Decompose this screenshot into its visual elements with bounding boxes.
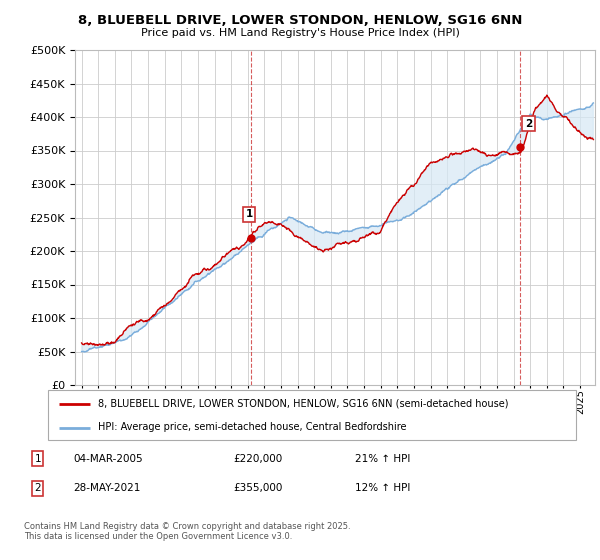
- Text: 1: 1: [245, 209, 253, 219]
- Text: Price paid vs. HM Land Registry's House Price Index (HPI): Price paid vs. HM Land Registry's House …: [140, 28, 460, 38]
- Text: 8, BLUEBELL DRIVE, LOWER STONDON, HENLOW, SG16 6NN (semi-detached house): 8, BLUEBELL DRIVE, LOWER STONDON, HENLOW…: [98, 399, 509, 408]
- Text: 2: 2: [525, 119, 532, 129]
- Text: 8, BLUEBELL DRIVE, LOWER STONDON, HENLOW, SG16 6NN: 8, BLUEBELL DRIVE, LOWER STONDON, HENLOW…: [78, 14, 522, 27]
- Text: Contains HM Land Registry data © Crown copyright and database right 2025.
This d: Contains HM Land Registry data © Crown c…: [24, 522, 350, 542]
- Text: 21% ↑ HPI: 21% ↑ HPI: [355, 454, 410, 464]
- Text: £220,000: £220,000: [234, 454, 283, 464]
- Text: 1: 1: [34, 454, 41, 464]
- Text: 12% ↑ HPI: 12% ↑ HPI: [355, 483, 410, 493]
- Text: 2: 2: [34, 483, 41, 493]
- Text: 28-MAY-2021: 28-MAY-2021: [74, 483, 141, 493]
- Text: HPI: Average price, semi-detached house, Central Bedfordshire: HPI: Average price, semi-detached house,…: [98, 422, 407, 432]
- Text: 04-MAR-2005: 04-MAR-2005: [74, 454, 143, 464]
- Text: £355,000: £355,000: [234, 483, 283, 493]
